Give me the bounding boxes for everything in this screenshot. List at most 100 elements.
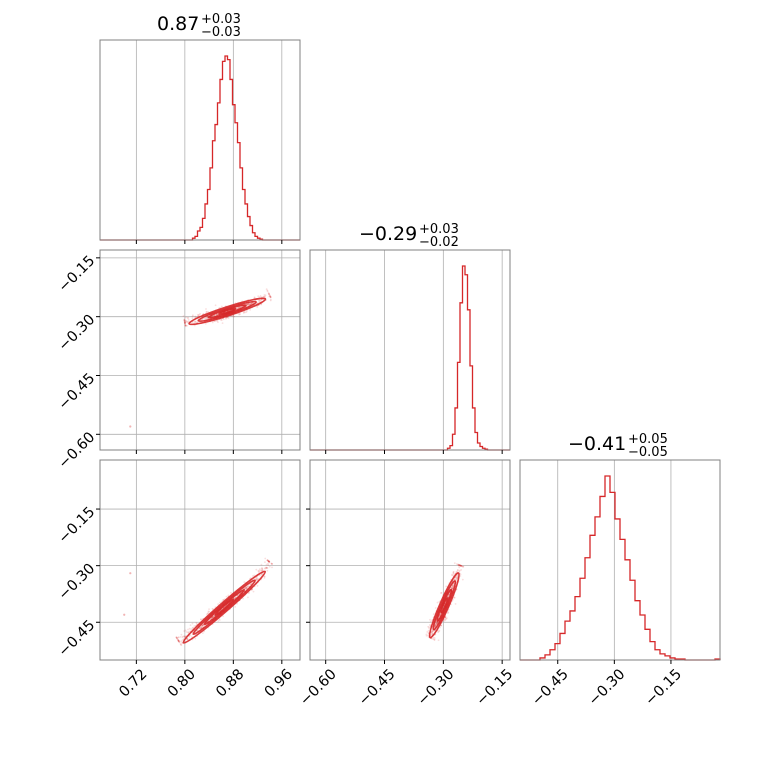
sample-point: [184, 322, 186, 325]
sample-point: [201, 625, 204, 628]
sample-point: [263, 575, 266, 578]
sample-point: [436, 601, 439, 604]
sample-point: [183, 319, 186, 322]
sample-point: [431, 630, 434, 633]
sample-point: [177, 640, 180, 642]
sample-point: [206, 316, 209, 319]
sample-point: [183, 321, 186, 324]
sample-point: [201, 626, 203, 628]
sample-point: [435, 623, 438, 625]
sample-point: [269, 295, 272, 298]
sample-point: [244, 587, 247, 590]
sample-point: [190, 628, 193, 631]
sample-point: [271, 563, 273, 565]
sample-point: [207, 612, 210, 615]
sample-point: [462, 565, 465, 568]
sample-point: [257, 570, 260, 573]
sample-point: [265, 567, 268, 569]
sample-point: [211, 321, 214, 324]
sample-point: [249, 583, 252, 586]
sample-point: [268, 560, 270, 563]
sample-point: [253, 574, 256, 577]
sample-point: [259, 295, 262, 297]
sample-point: [210, 617, 213, 620]
sample-point: [248, 303, 251, 306]
x-tick-label: −0.30: [586, 666, 629, 709]
sample-point: [216, 319, 219, 322]
sample-point: [182, 315, 185, 317]
histogram-param-2: [310, 265, 510, 451]
title-param-2-minus: −0.02: [419, 235, 459, 250]
sample-point: [177, 639, 180, 642]
sample-point: [246, 585, 249, 588]
sample-point: [221, 322, 224, 325]
sample-point: [268, 565, 271, 568]
sample-point: [255, 577, 258, 580]
sample-point: [259, 299, 261, 302]
sample-point: [177, 640, 180, 642]
sample-point: [458, 570, 461, 573]
sample-point: [258, 571, 261, 574]
sample-point: [451, 587, 454, 590]
sample-point: [193, 321, 196, 323]
sample-point: [201, 624, 204, 627]
sample-point: [444, 616, 447, 618]
x-tick-label: −0.15: [474, 666, 517, 709]
sample-point: [244, 587, 247, 590]
panel-frame: [309, 249, 511, 451]
sample-point: [444, 618, 447, 620]
sample-point: [425, 633, 428, 636]
sample-point: [208, 608, 210, 611]
sample-point: [427, 632, 430, 635]
sample-point: [199, 312, 202, 315]
sample-point: [186, 324, 188, 327]
title-param-1-plus: +0.03: [201, 12, 241, 27]
sample-point: [452, 572, 455, 575]
sample-point: [180, 644, 183, 647]
sample-point: [184, 320, 186, 322]
sample-point: [256, 306, 259, 309]
sample-point: [260, 573, 263, 576]
sample-point: [269, 295, 271, 297]
sample-point: [263, 295, 266, 298]
sample-point: [212, 616, 214, 619]
sample-point: [222, 599, 225, 602]
sample-point: [220, 305, 223, 308]
sample-point: [219, 601, 221, 604]
sample-point: [205, 311, 208, 314]
sample-point: [440, 624, 443, 627]
sample-point: [433, 638, 436, 641]
sample-point: [429, 620, 432, 623]
sample-point: [177, 640, 180, 643]
sample-point: [261, 568, 264, 571]
sample-point: [267, 560, 270, 562]
x-tick-label: −0.30: [415, 666, 458, 709]
sample-point: [247, 592, 250, 595]
sample-point: [270, 562, 273, 565]
sample-point: [444, 616, 447, 619]
sample-point: [440, 591, 443, 594]
x-tick-label: −0.15: [642, 666, 685, 709]
sample-point: [271, 566, 273, 569]
sample-point: [456, 569, 459, 572]
sample-point: [218, 619, 221, 621]
sample-point: [434, 625, 437, 627]
sample-point: [198, 627, 201, 630]
sample-point: [451, 584, 454, 587]
sample-point: [187, 316, 189, 319]
sample-point: [187, 317, 189, 319]
sample-point: [433, 637, 436, 639]
sample-point: [460, 564, 462, 567]
contour-level-3: [436, 588, 453, 622]
sample-point: [265, 288, 268, 291]
sample-point: [458, 565, 460, 567]
sample-point: [267, 564, 270, 567]
sample-point: [267, 560, 270, 563]
sample-point: [214, 304, 217, 307]
sample-point: [179, 636, 182, 638]
sample-point: [201, 632, 204, 634]
sample-point: [183, 321, 186, 324]
sample-point: [192, 626, 195, 629]
sample-point: [268, 560, 271, 563]
sample-point: [247, 303, 249, 306]
